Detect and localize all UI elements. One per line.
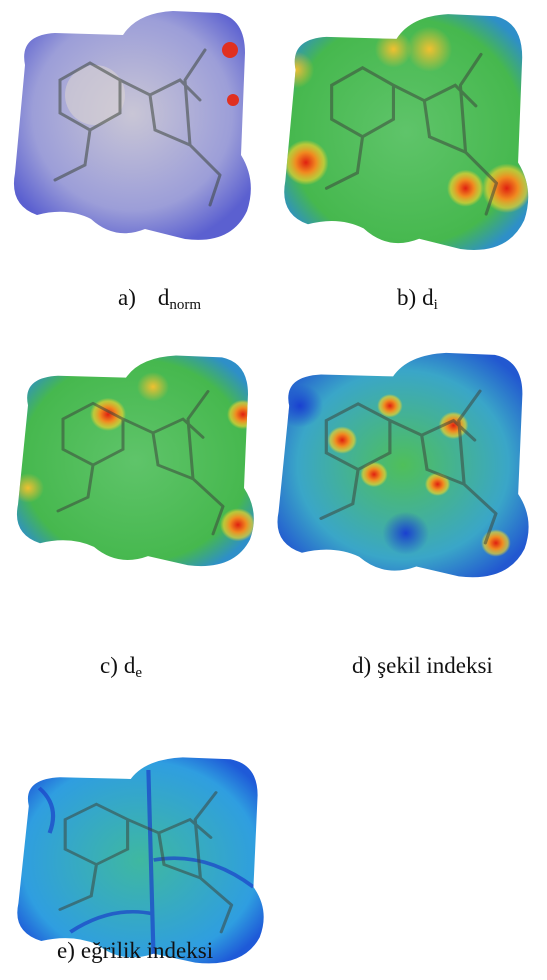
caption-label: d [158, 285, 170, 310]
caption-label: şekil indeksi [377, 653, 493, 678]
caption: b)di [397, 285, 438, 313]
caption-subscript: e [135, 665, 142, 681]
surface-curvedness [17, 757, 263, 963]
caption: d)şekil indeksi [352, 653, 493, 678]
caption-letter: c) [100, 653, 118, 678]
surface-dnorm [14, 11, 251, 240]
surface-shape-index [276, 353, 528, 577]
caption-subscript: i [434, 297, 438, 313]
caption-label: d [124, 653, 136, 678]
caption-label: d [422, 285, 434, 310]
caption: c)de [100, 653, 142, 681]
caption-letter: d) [352, 653, 371, 678]
caption-subscript: norm [169, 297, 201, 313]
surface-di [277, 14, 531, 250]
caption: a) dnorm [118, 285, 201, 313]
caption: e)eğrilik indeksi [57, 938, 213, 963]
caption-letter: e) [57, 938, 75, 963]
caption-letter: a) [118, 285, 136, 310]
caption-label: eğrilik indeksi [81, 938, 213, 963]
figure: a)dnorm b)di c)de d)şekil indeksi e)eğri… [0, 0, 547, 980]
surface-de [12, 356, 259, 567]
caption-letter: b) [397, 285, 416, 310]
